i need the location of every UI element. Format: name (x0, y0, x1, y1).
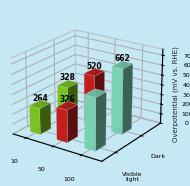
Text: Overpotential (mV vs. RHE): Overpotential (mV vs. RHE) (173, 46, 179, 142)
